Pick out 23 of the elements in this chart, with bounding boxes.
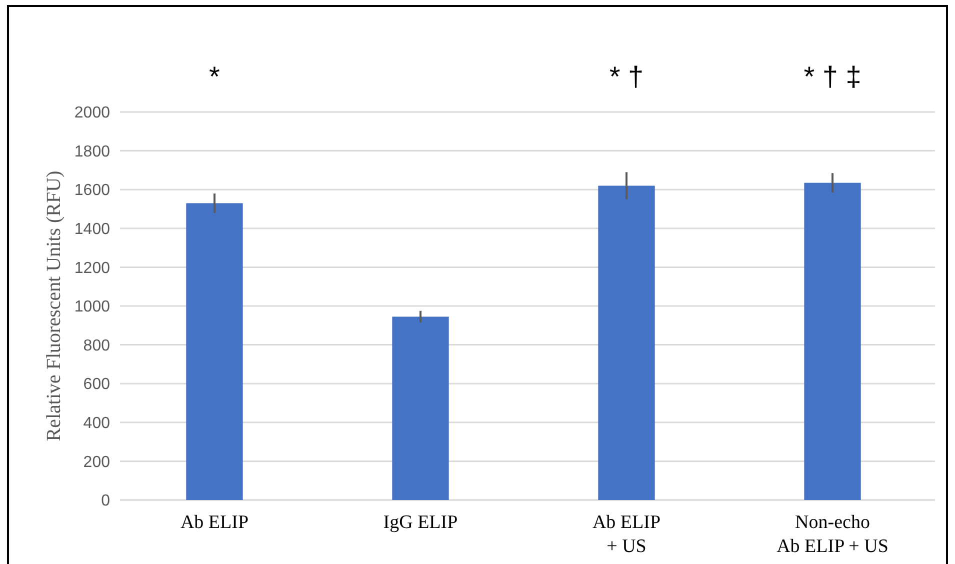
- bar: [598, 186, 655, 500]
- bar: [804, 182, 861, 500]
- text: * † ‡: [804, 61, 862, 92]
- x-tick-label: Ab ELIP + US: [592, 512, 661, 557]
- x-tick-label: Ab ELIP: [180, 512, 249, 533]
- bar: [186, 203, 243, 500]
- text: * †: [609, 61, 644, 92]
- y-tick-label: 1000: [74, 298, 110, 316]
- y-tick-label: 1200: [74, 260, 110, 277]
- y-axis-title: Relative Fluorescent Units (RFU): [43, 170, 65, 442]
- x-tick-label: Non-echo Ab ELIP + US: [776, 512, 888, 557]
- y-tick-label: 0: [101, 492, 110, 510]
- x-tick-label: IgG ELIP: [383, 512, 458, 533]
- y-tick-label: 600: [83, 376, 110, 394]
- y-tick-label: 2000: [74, 104, 110, 122]
- y-tick-label: 1600: [74, 182, 110, 200]
- y-tick-label: 200: [83, 454, 110, 471]
- y-tick-label: 1800: [74, 143, 110, 160]
- text: *: [209, 61, 220, 92]
- y-tick-label: 800: [83, 337, 110, 354]
- y-tick-label: 400: [83, 415, 110, 432]
- bar: [392, 316, 449, 500]
- y-tick-label: 1400: [74, 221, 110, 238]
